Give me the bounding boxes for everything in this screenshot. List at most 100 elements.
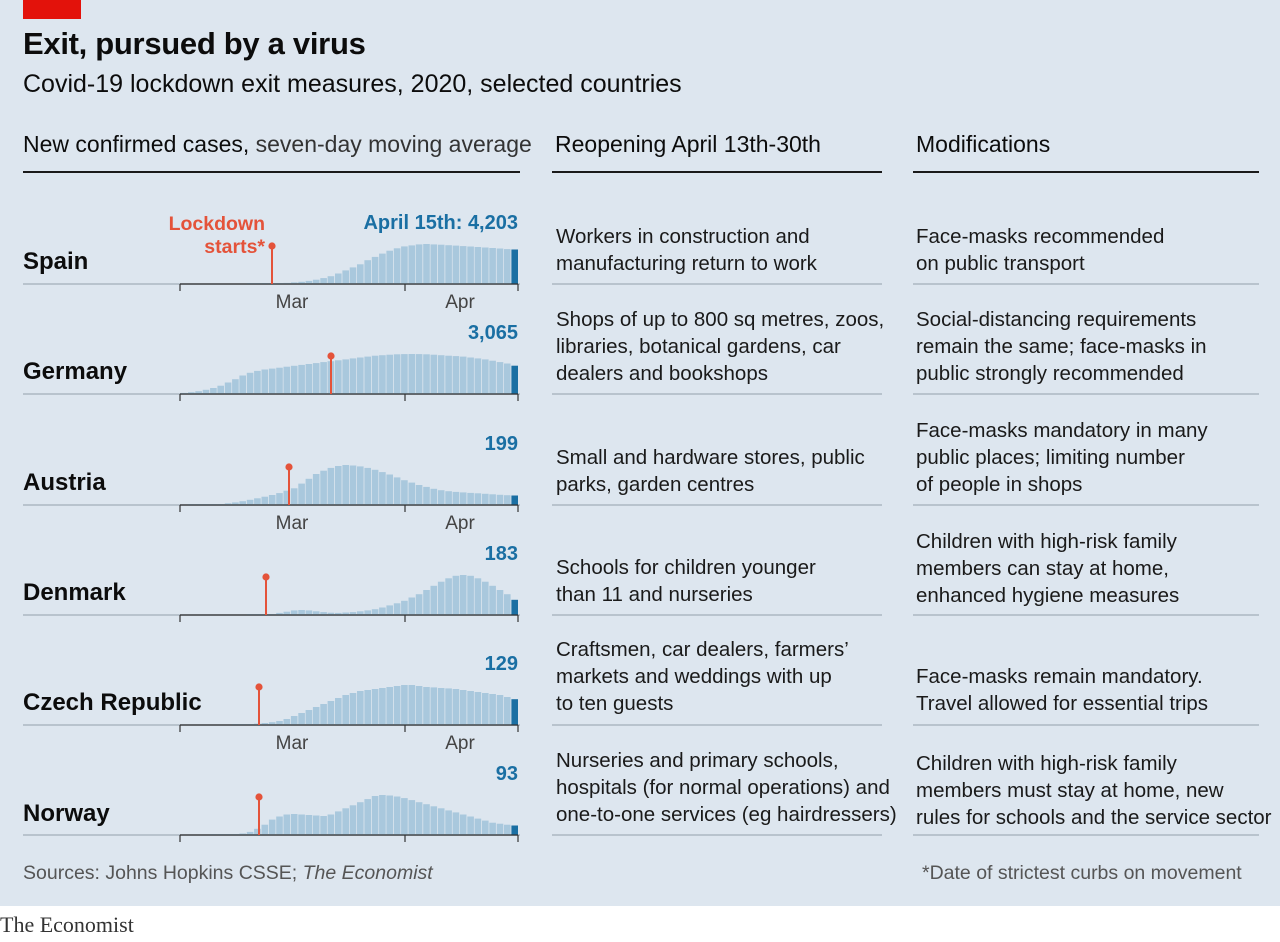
bar-spain [305,280,313,284]
bar-austria [437,490,445,505]
chart-title: Exit, pursued by a virus [23,26,366,61]
row-rule [913,283,1259,285]
modifications-line: of people in shops [916,473,1083,496]
bar-norway [342,808,349,835]
bar-germany [357,357,364,394]
bar-spain [489,248,496,284]
bar-germany [371,355,379,394]
bar-austria [496,494,504,505]
bar-germany [408,354,416,394]
bar-germany [393,354,401,394]
bar-denmark [415,594,423,615]
modifications-line: rules for schools and the service sector [916,806,1272,829]
modifications-line: members can stay at home, [916,557,1169,580]
lockdown-dot-germany [327,352,335,360]
bar-austria [401,480,408,505]
bar-czech-republic [504,697,511,725]
bar-germany [202,389,210,394]
bar-czech-republic [379,688,386,725]
bar-norway [364,799,371,835]
country-label-czech-republic: Czech Republic [23,689,202,716]
bar-germany [445,355,452,394]
modifications-austria: Face-masks mandatory in many public plac… [916,417,1208,498]
bar-norway [401,798,408,835]
bar-denmark [423,590,430,615]
bar-germany [246,372,254,394]
bar-austria [423,486,430,505]
column-header-cases-bold: New confirmed cases, [23,131,250,157]
bar-germany [437,355,445,394]
bar-norway [474,818,482,835]
modifications-germany: Social-distancing requirements remain th… [916,306,1207,387]
country-label-spain: Spain [23,248,89,275]
bar-norway [327,814,335,835]
bar-norway [445,810,452,835]
bar-germany [276,367,283,394]
column-header-reopening: Reopening April 13th-30th [555,131,821,157]
bar-germany [489,360,496,394]
value-label-austria: 199 [485,433,518,455]
bar-spain [320,278,327,284]
bar-norway [511,825,518,835]
bar-germany [496,362,504,394]
cases-mini-charts: Mar Apr April 15th: 4,203 3,065 Mar Apr 199 183… [169,212,519,842]
bar-germany [423,354,430,394]
column-header-modifications: Modifications [916,131,1051,157]
bar-germany [283,366,291,394]
bar-norway [320,816,327,835]
bar-germany [386,354,393,394]
bar-austria [415,485,423,505]
reopening-line: Craftsmen, car dealers, farmers’ [556,638,849,661]
x-tick-label-apr: Apr [445,733,475,754]
source-publication: The Economist [302,862,433,884]
reopening-line: manufacturing return to work [556,252,817,275]
bar-spain [452,245,460,284]
bar-germany [511,365,518,394]
x-tick-label-apr: Apr [445,292,475,313]
bar-czech-republic [357,691,364,725]
bar-czech-republic [349,693,357,725]
bar-norway [254,828,261,835]
bar-germany [459,356,467,394]
bar-norway [393,796,401,835]
bar-czech-republic [386,687,393,725]
bar-austria [349,465,357,505]
row-rule [552,614,882,616]
bar-germany [239,375,246,394]
bar-austria [357,466,364,505]
bar-germany [312,363,320,394]
modifications-line: Face-masks mandatory in many [916,419,1208,442]
reopening-line: hospitals (for normal operations) and [556,776,890,799]
country-label-austria: Austria [23,469,106,496]
x-tick-label-mar: Mar [276,292,309,313]
value-label-denmark: 183 [485,543,518,565]
bar-austria [445,491,452,505]
header-rule-cases [23,171,520,173]
bar-norway [386,795,393,835]
modifications-spain: Face-masks recommended on public transpo… [916,223,1164,277]
bar-denmark [401,600,408,615]
x-tick-label-mar: Mar [276,513,309,534]
bar-austria [335,466,342,505]
lockdown-dot-spain [268,242,276,250]
bar-denmark [305,610,313,615]
bar-czech-republic [408,685,416,725]
bar-denmark [482,581,489,615]
modifications-line: Children with high-risk family [916,752,1177,775]
lockdown-annotation-line1: Lockdown [169,213,265,235]
reopening-spain: Workers in construction and manufacturin… [556,223,817,277]
bar-norway [371,796,379,835]
bar-czech-republic [320,704,327,725]
row-rule [913,393,1259,395]
bar-denmark [371,609,379,615]
bar-austria [305,478,313,505]
bar-spain [445,245,452,284]
brand-logo-text: The Economist [0,912,134,937]
bar-austria [298,483,305,505]
bar-germany [268,368,276,394]
bar-denmark [327,612,335,615]
footnote: *Date of strictest curbs on movement [922,862,1242,884]
bar-norway [423,804,430,835]
bar-spain [335,273,342,284]
bar-czech-republic [459,690,467,725]
